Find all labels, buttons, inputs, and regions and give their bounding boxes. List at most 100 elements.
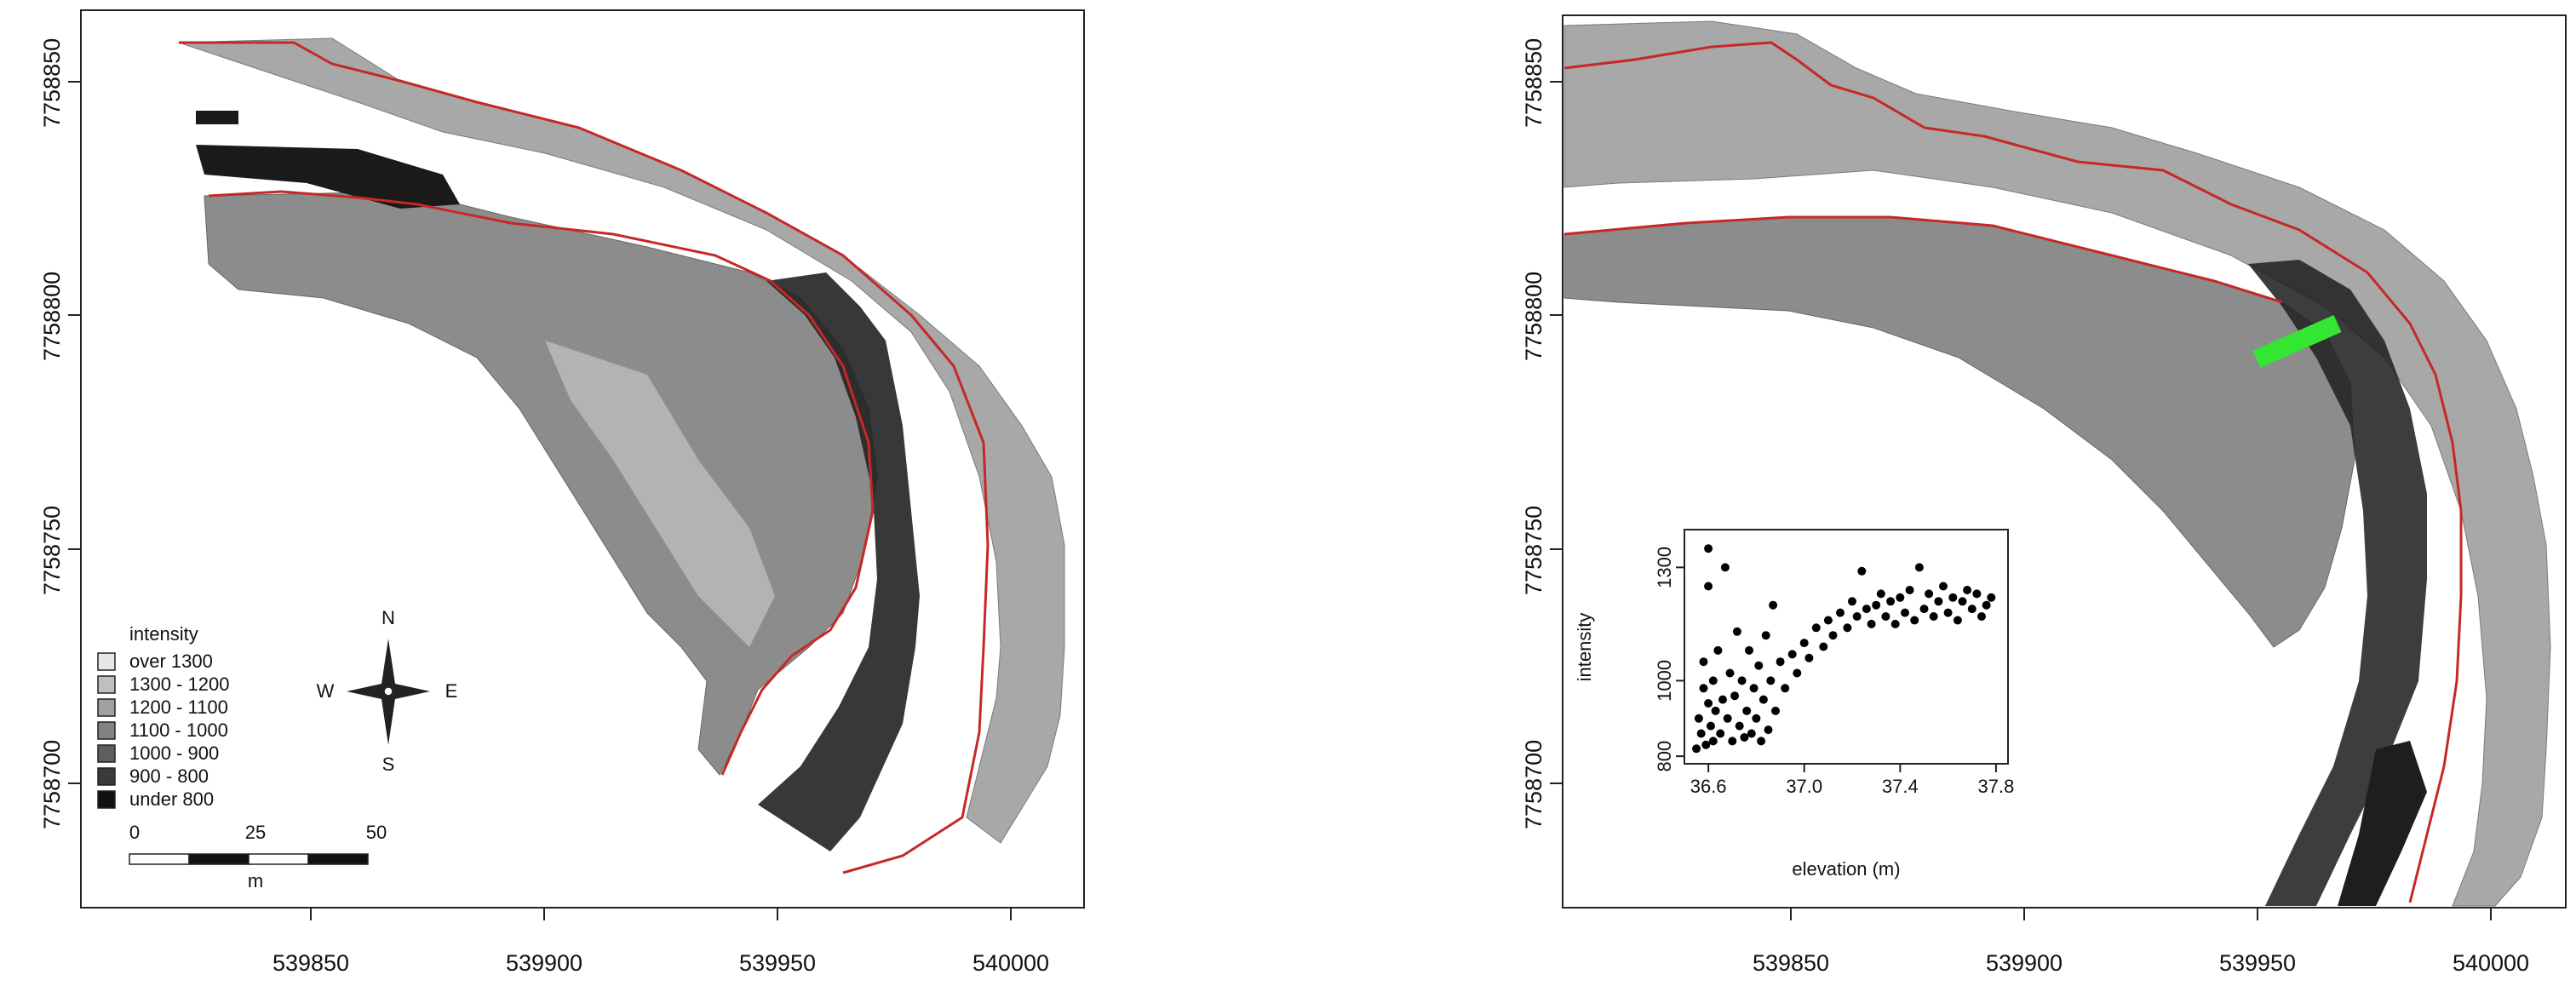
inset-x-tick-label-2: 37.0 [1786,776,1822,797]
scatter-point-62 [1901,608,1909,617]
right-channel-dark [2248,260,2427,906]
scatter-point-75 [1963,586,1972,594]
scatter-point-45 [1811,623,1821,633]
compass-center [383,686,393,697]
legend-label-3: 1200 - 1100 [129,697,228,718]
compass-n-label: N [382,607,395,628]
left-y-tick-2: 7758800 [39,272,65,361]
right-y-tick-3: 7758750 [1521,506,1546,595]
right-x-axis [1790,908,2492,920]
legend-label-6: 900 - 800 [129,765,209,787]
left-small-dark-patch [196,111,238,124]
scatter-point-67 [1925,589,1934,599]
scatter-point-9 [1704,544,1713,553]
inset-scatter-panel: 36.6 37.0 37.4 37.8 800 1000 1300 elevation (… [1574,526,2014,880]
scatter-point-69 [1934,597,1943,606]
inset-frame [1684,529,2009,765]
scatter-point-3 [1696,729,1706,738]
scatter-point-46 [1819,642,1828,651]
legend-swatch-3 [97,698,116,717]
legend-swatch-6 [97,767,116,786]
inset-x-tick-label-3: 37.4 [1882,776,1919,797]
left-channel-dark [758,272,920,851]
scatter-point-2 [1694,714,1703,723]
scatter-point-39 [1776,657,1785,667]
scatter-point-60 [1890,619,1900,628]
scatter-point-44 [1804,653,1814,662]
scatter-point-1 [1692,744,1701,754]
scatter-point-30 [1752,714,1761,723]
legend-label-7: under 800 [129,788,214,810]
left-y-tick-4: 7758700 [39,740,65,829]
inset-y-tick-label-2: 1000 [1654,660,1675,702]
right-inner-boundary [1563,215,2283,304]
legend-title: intensity [129,623,198,645]
scatter-point-27 [1745,645,1753,655]
scatter-point-20 [1728,737,1737,746]
scatter-point-51 [1848,597,1856,606]
left-y-tick-3: 7758750 [39,506,65,595]
scatter-point-66 [1919,605,1929,614]
scatter-point-15 [1716,729,1725,738]
scatter-point-65 [1914,563,1924,572]
left-y-tick-1: 7758850 [39,38,65,128]
scale-unit: m [248,870,263,891]
scatter-point-37 [1769,600,1778,610]
scatter-point-68 [1929,612,1938,621]
scatter-point-16 [1718,695,1727,704]
scatter-point-4 [1699,684,1708,693]
scatter-point-25 [1740,733,1749,742]
scatter-point-19 [1725,668,1735,678]
legend-label-1: over 1300 [129,651,213,672]
scale-bar: 0 25 50 m [129,822,387,891]
scatter-point-49 [1836,608,1845,617]
right-x-tick-4: 540000 [2453,950,2529,976]
left-x-tick-4: 540000 [972,950,1049,976]
legend-swatch-2 [97,675,116,694]
inset-x-label: elevation (m) [1792,858,1900,880]
scatter-point-70 [1939,582,1948,591]
right-y-axis [1550,81,1563,784]
legend-swatch-5 [97,744,116,763]
left-x-axis [310,908,1012,920]
right-lower-channel-dark [2338,741,2427,906]
right-outer-bank [1563,20,2551,907]
legend-swatch-4 [97,721,116,740]
scatter-point-43 [1799,639,1809,648]
inset-y-ticks: 800 1000 1300 [1654,547,1684,772]
north-arrow-compass: N S W E [317,607,458,775]
left-map: 7758850 7758800 7758750 7758700 539850 5… [39,9,1085,976]
right-y-tick-4: 7758700 [1521,740,1546,829]
scatter-point-52 [1852,612,1862,621]
scatter-point-58 [1881,612,1890,621]
scatter-point-22 [1732,627,1741,636]
scatter-point-71 [1943,608,1953,617]
legend-label-2: 1300 - 1200 [129,674,229,695]
legend-swatch-7 [97,790,116,809]
left-lower-gray-spill [545,341,775,647]
scatter-point-33 [1758,695,1768,704]
scatter-point-11 [1708,676,1718,685]
scatter-point-18 [1723,714,1732,723]
intensity-legend: intensity over 1300 1300 - 1200 1200 - 1… [97,623,229,810]
inset-points [1692,544,1996,754]
scatter-point-34 [1761,631,1770,640]
left-pointcloud [178,37,1065,851]
scatter-point-55 [1867,619,1876,628]
scatter-point-23 [1735,721,1744,731]
scatter-point-41 [1787,650,1797,659]
scatter-point-79 [1982,600,1991,610]
left-y-axis [68,81,81,784]
right-map: 7758850 7758800 7758750 7758700 539850 5… [1521,14,2567,976]
scatter-point-72 [1948,593,1958,602]
scatter-point-77 [1972,589,1982,599]
scale-label-25: 25 [245,822,266,843]
scatter-point-73 [1953,616,1962,625]
scatter-point-7 [1704,699,1713,708]
right-x-tick-3: 539950 [2219,950,2296,976]
scatter-point-5 [1699,657,1708,667]
scatter-point-59 [1886,597,1896,606]
inset-y-tick-label-1: 800 [1654,741,1675,772]
transect-line [2252,314,2342,369]
right-x-tick-2: 539900 [1986,950,2063,976]
